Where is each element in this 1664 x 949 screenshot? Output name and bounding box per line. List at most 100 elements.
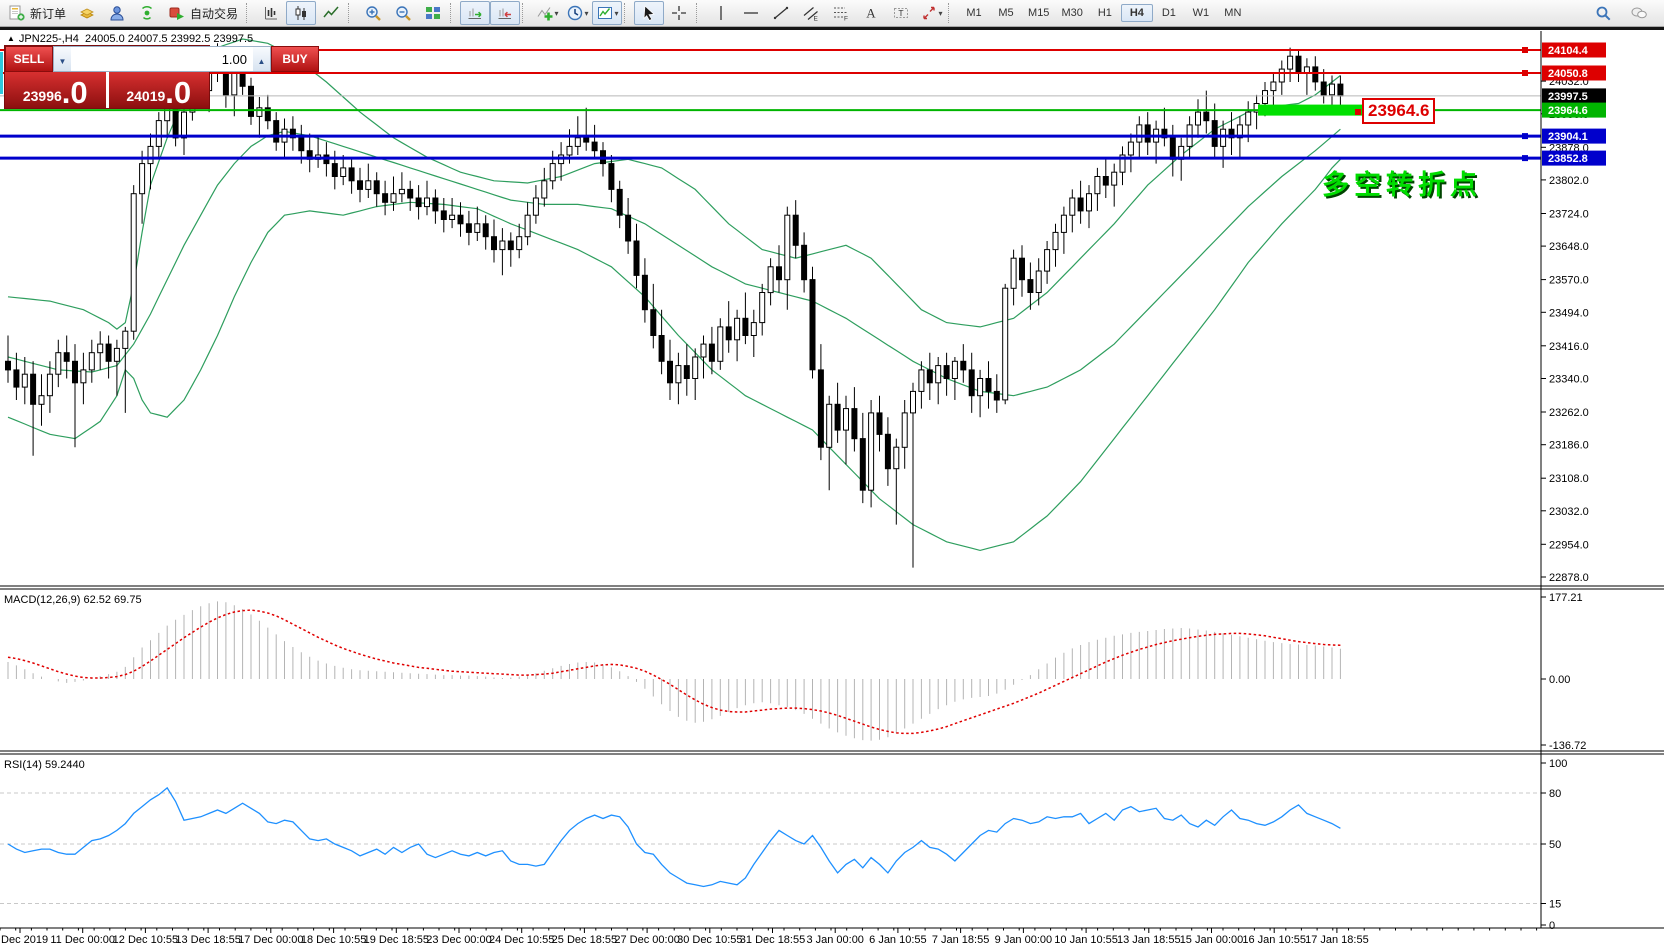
crosshair-button[interactable]	[664, 1, 694, 25]
rsi-line	[7, 786, 1341, 888]
time-tick-label: 17 Dec 00:00	[238, 934, 303, 946]
chart-shift-icon	[498, 8, 512, 19]
timeframe-m5-button[interactable]: M5	[998, 7, 1014, 19]
text-button[interactable]: A	[856, 1, 886, 25]
zoom-in-button[interactable]	[358, 1, 388, 25]
chart-background[interactable]	[0, 28, 1664, 949]
tile-windows-button[interactable]	[418, 1, 448, 25]
label-button[interactable]: T	[886, 1, 916, 25]
timeframe-h4-button[interactable]: H4	[1120, 4, 1153, 22]
indicators-icon	[537, 7, 553, 21]
fibonacci-icon: F	[834, 7, 849, 22]
time-tick-label: 13 Dec 18:55	[175, 934, 240, 946]
macd-tick-label: 177.21	[1549, 592, 1583, 604]
timeframe-m1-button[interactable]: M1	[966, 7, 982, 19]
toolbar-group-chart-type	[256, 1, 346, 25]
one-click-price-row: 23996.0 24019.0	[5, 72, 209, 108]
new-order-button[interactable]: 新订单	[2, 1, 72, 25]
auto-scroll-icon	[468, 8, 482, 19]
trendline-button[interactable]	[766, 1, 796, 25]
hline-handle[interactable]	[1522, 70, 1528, 76]
hline-handle[interactable]	[1522, 133, 1528, 140]
auto-scroll-button[interactable]	[460, 1, 491, 25]
toolbar-separator	[696, 3, 704, 23]
price-tick-label: 22954.0	[1549, 539, 1589, 551]
rsi-tick-label: 15	[1549, 899, 1561, 911]
search-button[interactable]	[1588, 1, 1618, 25]
line-chart-button[interactable]	[316, 1, 346, 25]
time-tick-label: 3 Jan 00:00	[806, 934, 864, 946]
template-button[interactable]: ▾	[592, 1, 623, 25]
svg-text:A: A	[866, 6, 876, 21]
toolbar-group-file: 新订单 自动交易	[2, 1, 244, 25]
chat-button[interactable]	[1624, 1, 1654, 25]
chevron-down-icon: ▾	[554, 8, 559, 18]
highlight-bar[interactable]	[1258, 104, 1362, 116]
vline-button[interactable]	[706, 1, 736, 25]
price-tick-label: 23494.0	[1549, 307, 1589, 319]
price-tick-label: 23416.0	[1549, 341, 1589, 353]
bar-chart-icon	[265, 7, 278, 20]
history-center-button[interactable]	[72, 1, 102, 25]
toolbar-right-group	[1588, 1, 1660, 25]
buy-price-frac: .0	[165, 75, 192, 110]
timeframe-m30-button[interactable]: M30	[1061, 7, 1083, 19]
time-tick-label: 6 Jan 10:55	[869, 934, 927, 946]
timeframe-mn-button[interactable]: MN	[1224, 7, 1242, 19]
chart-shift-button[interactable]	[490, 1, 521, 25]
sell-price-main: 23996	[22, 88, 62, 104]
time-tick-label: 10 Jan 10:55	[1054, 934, 1118, 946]
price-tag-23964.6	[1542, 102, 1606, 118]
time-tick-label: 9 Dec 2019	[0, 934, 48, 946]
chart-title: ▲ JPN225-,H4 24005.0 24007.5 23992.5 2399…	[7, 33, 253, 45]
price-level-value: 23964.6	[1368, 101, 1430, 120]
volume-decrease-button[interactable]: ▼	[54, 47, 71, 71]
periods-button[interactable]: ▾	[562, 1, 592, 25]
price-tag-23904.1	[1542, 128, 1606, 144]
signal-button[interactable]	[132, 1, 162, 25]
zoom-out-button[interactable]	[388, 1, 418, 25]
price-level-tag[interactable]: 23964.6	[1354, 98, 1436, 124]
sell-button[interactable]: SELL	[5, 46, 53, 72]
toolbar-group-scroll	[460, 1, 521, 25]
channel-button[interactable]: E	[796, 1, 826, 25]
candle-chart-button[interactable]	[286, 1, 317, 25]
buy-price[interactable]: 24019.0	[108, 72, 209, 110]
sell-price[interactable]: 23996.0	[5, 72, 106, 108]
hline-handle[interactable]	[1522, 47, 1528, 53]
price-tag-24050.8	[1542, 65, 1606, 81]
fibonacci-button[interactable]: F	[826, 1, 856, 25]
channel-icon: E	[803, 7, 819, 22]
profile-icon	[110, 6, 124, 21]
volume-input[interactable]	[71, 47, 253, 71]
buy-button[interactable]: BUY	[271, 46, 319, 72]
volume-increase-button[interactable]: ▲	[253, 47, 270, 71]
toolbar-separator	[348, 3, 356, 23]
macd-tick-label: 0.00	[1549, 674, 1570, 686]
zoom-out-icon	[396, 6, 411, 21]
indicators-button[interactable]: ▾	[532, 1, 562, 25]
hline-button[interactable]	[736, 1, 766, 25]
arrows-button[interactable]: ▾	[916, 1, 946, 25]
price-tag-23997.5	[1542, 88, 1606, 104]
history-center-icon	[80, 8, 94, 19]
time-tick-label: 13 Jan 18:55	[1117, 934, 1181, 946]
autotrade-button[interactable]: 自动交易	[162, 1, 244, 25]
timeframe-h1-button[interactable]: H1	[1097, 7, 1112, 19]
timeframe-d1-button[interactable]: D1	[1161, 7, 1176, 19]
hline-handle[interactable]	[1522, 155, 1528, 162]
macd-signal-line	[7, 609, 1341, 735]
profile-button[interactable]	[102, 1, 132, 25]
bar-chart-button[interactable]	[256, 1, 286, 25]
buy-price-main: 24019	[126, 88, 166, 104]
timeframe-w1-button[interactable]: W1	[1192, 7, 1210, 19]
time-tick-label: 25 Dec 18:55	[552, 934, 617, 946]
bollinger-middle-band	[7, 128, 1341, 397]
arrows-icon	[922, 6, 935, 20]
cursor-button[interactable]	[634, 1, 665, 25]
pivot-annotation[interactable]: 多空转折点	[1322, 170, 1482, 201]
timeframe-m15-button[interactable]: M15	[1028, 7, 1050, 19]
price-tick-label: 23032.0	[1549, 506, 1589, 518]
